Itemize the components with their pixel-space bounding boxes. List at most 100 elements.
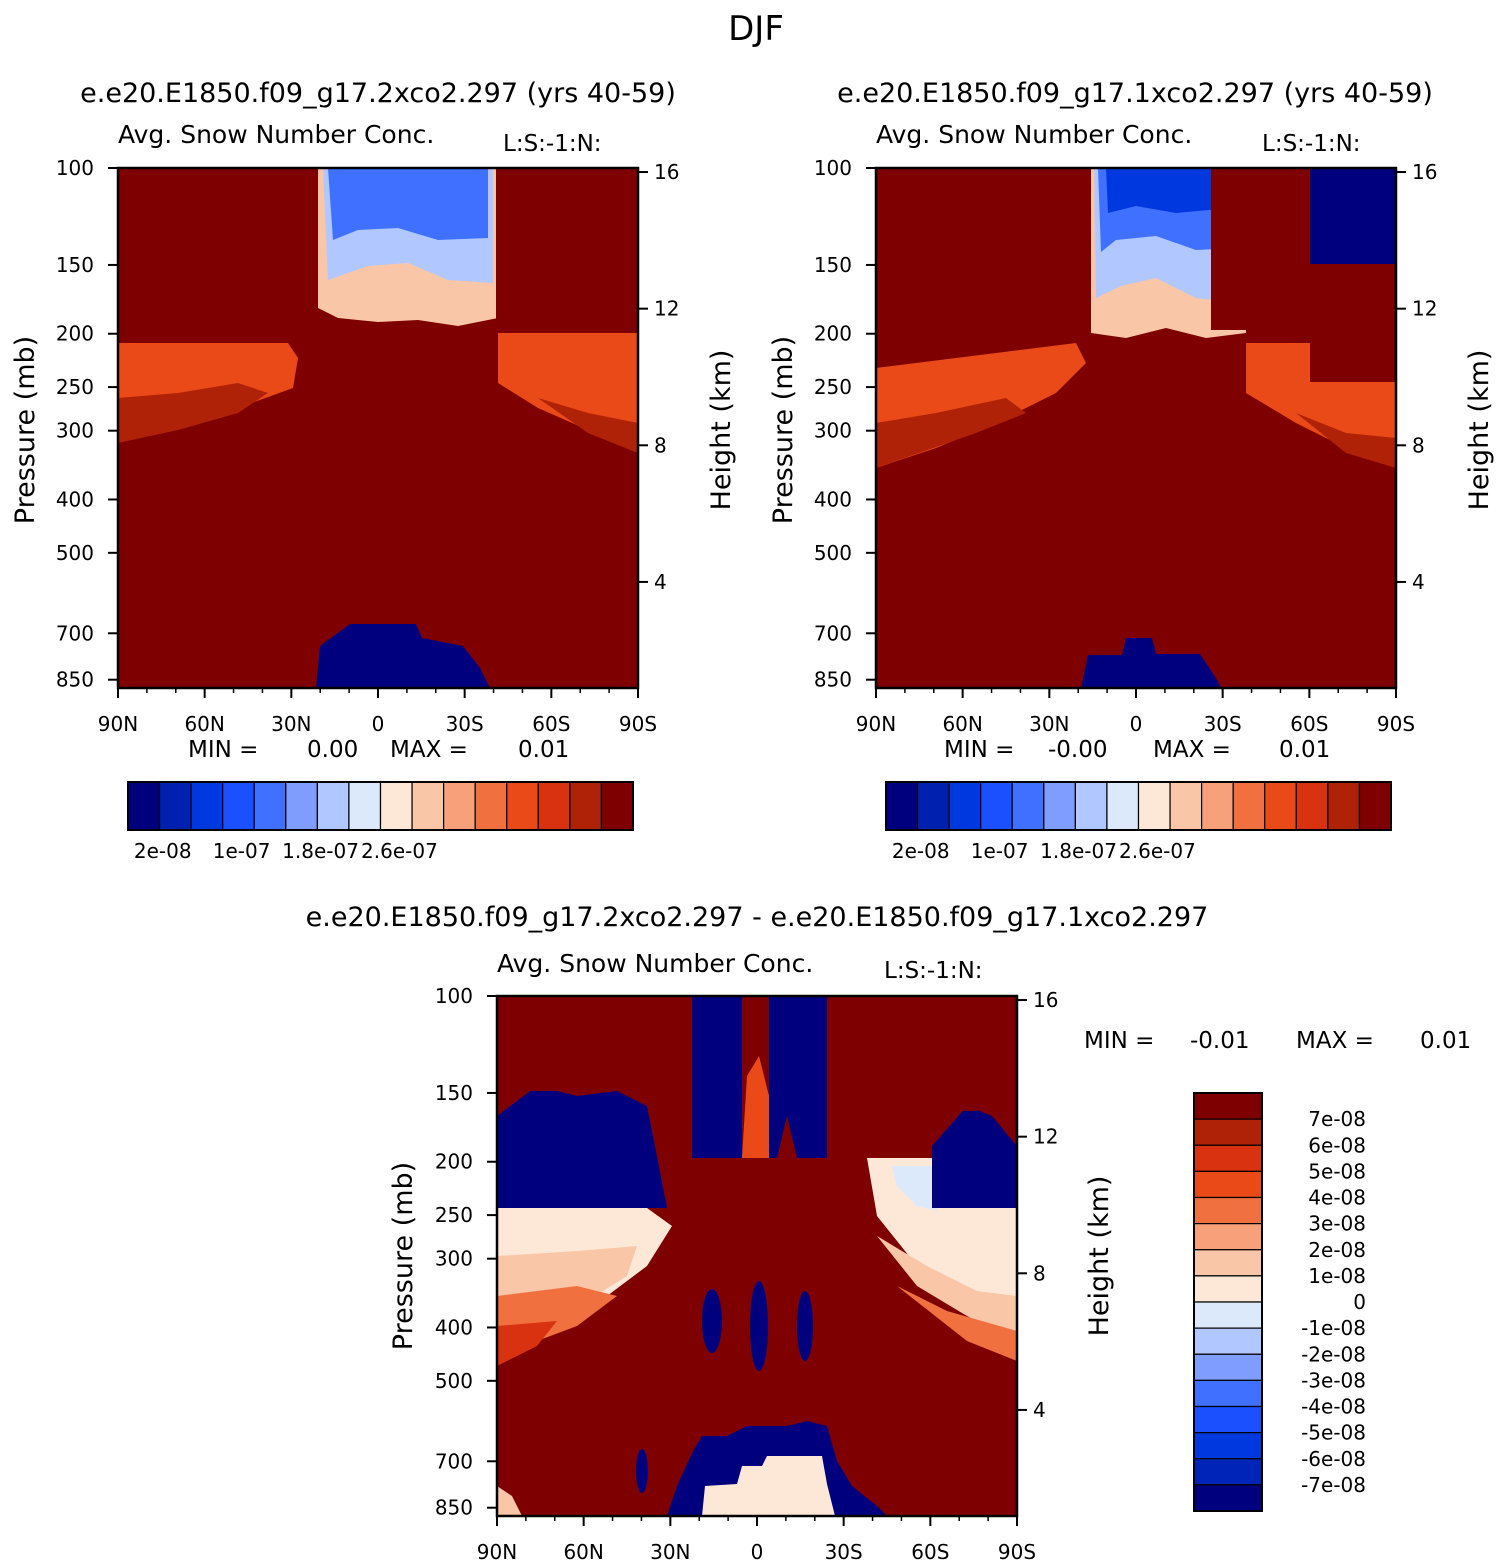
pressure-tick-label: 500 xyxy=(435,1369,473,1393)
colorbar-swatch xyxy=(1201,781,1234,831)
colorbar-swatch xyxy=(1327,781,1361,831)
colorbar-label: 0 xyxy=(1353,1290,1366,1314)
panel-b-level-tag: L:S:-1:N: xyxy=(1262,131,1361,157)
panel-a-level-tag: L:S:-1:N: xyxy=(503,131,602,157)
colorbar-swatch xyxy=(127,781,161,831)
panel-diff-plot xyxy=(495,994,1019,1518)
panel-a-upper-blue-band xyxy=(328,168,488,240)
panel-diff-nh-upper-blue xyxy=(497,1086,667,1208)
panel-b-topright-blue xyxy=(1310,168,1396,264)
panel-b-upper-dark-band xyxy=(1106,168,1231,213)
lat-tick-label: 60N xyxy=(184,712,224,736)
colorbar-label: 5e-08 xyxy=(1308,1159,1366,1183)
lat-tick-label: 90N xyxy=(856,712,896,736)
pressure-tick-label: 100 xyxy=(56,156,94,180)
colorbar-label: 2e-08 xyxy=(892,839,950,863)
lat-tick-label: 90S xyxy=(1377,712,1415,736)
colorbar-swatch xyxy=(474,781,508,831)
panel-diff-level-tag: L:S:-1:N: xyxy=(884,958,983,984)
panel-diff-min-label: MIN = xyxy=(1084,1028,1154,1054)
pressure-tick-label: 400 xyxy=(435,1315,473,1339)
colorbar-swatch xyxy=(1169,781,1203,831)
colorbar-label: -4e-08 xyxy=(1301,1395,1366,1419)
colorbar-swatch xyxy=(600,781,634,831)
lat-tick-label: 30S xyxy=(1204,712,1242,736)
colorbar-swatch xyxy=(1193,1118,1263,1146)
panel-diff-sh-orange xyxy=(897,1286,1017,1361)
height-tick-label: 8 xyxy=(654,433,667,457)
panel-a-lower-blue xyxy=(316,624,490,688)
colorbar-swatch xyxy=(411,781,445,831)
panel-b-block-mid xyxy=(1211,168,1310,330)
pressure-tick-label: 500 xyxy=(814,541,852,565)
lat-tick-label: 0 xyxy=(372,712,385,736)
lat-tick-label: 90S xyxy=(998,1540,1036,1564)
lat-tick-label: 30S xyxy=(446,712,484,736)
panel-b-min-value: -0.00 xyxy=(1048,737,1108,763)
panel-a-colorbar: 2e-08 1e-07 1.8e-07 2.6e-07 xyxy=(127,781,634,863)
colorbar-label: -3e-08 xyxy=(1301,1368,1366,1392)
colorbar-swatch xyxy=(1011,781,1045,831)
colorbar-swatch xyxy=(1193,1301,1263,1329)
pressure-tick-label: 150 xyxy=(814,253,852,277)
panel-a-sh-shoulder-dark xyxy=(538,398,638,453)
colorbar-swatch xyxy=(1193,1458,1263,1486)
lat-tick-label: 30N xyxy=(650,1540,690,1564)
pressure-tick-label: 700 xyxy=(814,621,852,645)
panel-diff-sh-lightblue xyxy=(892,1166,937,1211)
colorbar-swatch xyxy=(379,781,413,831)
colorbar-swatch xyxy=(1193,1249,1263,1277)
pressure-tick-label: 250 xyxy=(814,375,852,399)
panel-b-lower-blue xyxy=(1081,638,1221,688)
pressure-tick-label: 200 xyxy=(435,1150,473,1174)
panel-b-variable-title: Avg. Snow Number Conc. xyxy=(876,120,1192,149)
panel-a-contour-field xyxy=(118,168,638,688)
panel-diff-block-left xyxy=(497,996,667,1091)
lat-tick-label: 60S xyxy=(1290,712,1328,736)
colorbar-swatch xyxy=(222,781,255,831)
panel-b-nh-shoulder-dark xyxy=(876,398,1026,468)
pressure-tick-label: 400 xyxy=(814,487,852,511)
colorbar-swatch xyxy=(1193,1092,1263,1120)
colorbar-swatch xyxy=(1193,1196,1263,1225)
colorbar-label: 1e-08 xyxy=(1308,1264,1366,1288)
panel-diff-blob-1 xyxy=(702,1289,722,1353)
panel-b-max-value: 0.01 xyxy=(1279,737,1330,763)
height-tick-label: 12 xyxy=(1033,1125,1058,1149)
height-tick-label: 8 xyxy=(1412,433,1425,457)
height-tick-label: 16 xyxy=(1033,988,1058,1012)
panel-diff-min-value: -0.01 xyxy=(1190,1028,1250,1054)
pressure-tick-label: 250 xyxy=(56,375,94,399)
height-tick-label: 16 xyxy=(1412,160,1437,184)
colorbar-swatch xyxy=(1193,1405,1263,1434)
colorbar-frame xyxy=(127,781,634,831)
height-tick-label: 12 xyxy=(654,297,679,321)
panel-b-block-right xyxy=(1310,264,1396,382)
colorbar-label: -2e-08 xyxy=(1301,1342,1366,1366)
colorbar-swatch xyxy=(537,781,571,831)
panel-diff-height-ticks: 16 12 8 4 xyxy=(1017,988,1058,1422)
colorbar-swatch xyxy=(348,781,382,831)
panel-b-ylabel: Pressure (mb) xyxy=(768,336,799,524)
panel-diff-sh-upper-blue xyxy=(932,1106,1017,1208)
lat-tick-label: 60S xyxy=(911,1540,949,1564)
height-tick-label: 4 xyxy=(1412,570,1425,594)
colorbar-label: 6e-08 xyxy=(1308,1133,1366,1157)
lat-tick-label: 60S xyxy=(532,712,570,736)
colorbar-swatch xyxy=(948,781,982,831)
panel-a-lat-ticks: 90N 60N 30N 0 30S 60S 90S xyxy=(98,688,657,736)
colorbar-label: 3e-08 xyxy=(1308,1212,1366,1236)
panel-diff-variable-title: Avg. Snow Number Conc. xyxy=(497,949,813,978)
colorbar-swatch xyxy=(916,781,950,831)
lat-tick-label: 0 xyxy=(751,1540,764,1564)
panel-diff-lat-ticks: 90N 60N 30N 0 30S 60S 90S xyxy=(477,1516,1036,1564)
panel-a-ylabel: Pressure (mb) xyxy=(10,336,41,524)
colorbar-label: 1e-07 xyxy=(213,839,271,863)
colorbar-swatch xyxy=(1193,1327,1263,1355)
panel-a-pressure-ticks: 100 150 200 250 300 400 500 700 850 xyxy=(56,156,118,692)
pressure-tick-label: 150 xyxy=(56,253,94,277)
pressure-tick-label: 700 xyxy=(56,621,94,645)
colorbar-swatch xyxy=(253,781,287,831)
colorbar-label: 2e-08 xyxy=(1308,1238,1366,1262)
